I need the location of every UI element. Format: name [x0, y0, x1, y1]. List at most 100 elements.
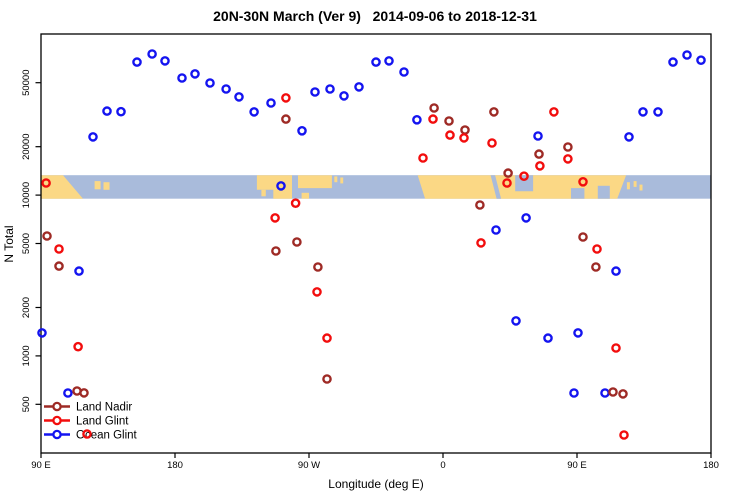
land-polygon	[301, 192, 309, 199]
data-point-ocean-glint	[339, 91, 349, 101]
legend-label: Land Nadir	[76, 402, 132, 414]
data-point-ocean-glint	[63, 388, 73, 398]
data-point-ocean-glint	[521, 213, 531, 223]
x-axis-title: Longitude (deg E)	[328, 477, 423, 491]
data-point-ocean-glint	[491, 225, 501, 235]
data-point-land-glint	[445, 130, 455, 140]
data-point-ocean-glint	[205, 78, 215, 88]
data-point-land-glint	[290, 198, 301, 208]
data-point-ocean-glint	[354, 82, 364, 92]
land-polygon	[340, 177, 344, 184]
data-points	[37, 49, 706, 440]
legend-label: Land Glint	[76, 416, 129, 428]
data-point-ocean-glint	[696, 55, 706, 66]
data-point-land-glint	[549, 107, 559, 117]
data-point-land-glint	[270, 213, 280, 223]
data-point-ocean-glint	[573, 328, 583, 338]
data-point-ocean-glint	[653, 107, 663, 117]
data-point-land-nadir	[608, 387, 618, 397]
data-point-land-glint	[312, 287, 322, 297]
data-point-ocean-glint	[266, 98, 276, 108]
data-point-land-nadir	[460, 125, 470, 135]
data-point-ocean-glint	[611, 266, 621, 276]
data-point-ocean-glint	[668, 57, 678, 67]
data-point-ocean-glint	[638, 107, 648, 117]
y-axis-title: N Total	[2, 225, 16, 262]
data-point-ocean-glint	[177, 73, 187, 83]
legend-item-land-nadir: Land Nadir	[44, 402, 132, 414]
data-point-ocean-glint	[600, 388, 610, 398]
data-point-land-glint	[535, 161, 545, 171]
data-point-ocean-glint	[412, 115, 422, 125]
data-point-ocean-glint	[190, 69, 200, 79]
land-polygon	[626, 182, 630, 190]
ocean-polygon	[490, 175, 502, 199]
data-point-land-nadir	[429, 103, 439, 113]
data-point-ocean-glint	[102, 106, 112, 116]
y-tick-label: 50000	[21, 69, 32, 95]
legend-marker-icon	[52, 429, 62, 440]
y-tick-label: 500	[21, 396, 32, 412]
data-point-ocean-glint	[310, 87, 320, 97]
ocean-polygon	[597, 185, 610, 199]
data-point-ocean-glint	[511, 316, 521, 326]
data-point-land-nadir	[534, 149, 544, 159]
land-polygon	[94, 181, 101, 190]
legend-marker-icon	[52, 401, 62, 412]
data-point-land-glint	[519, 171, 529, 181]
legend-item-ocean-glint: Ocean Glint	[44, 430, 138, 442]
data-point-ocean-glint	[160, 56, 170, 66]
data-point-land-glint	[592, 244, 602, 254]
data-point-ocean-glint	[569, 388, 579, 398]
data-point-land-glint	[54, 244, 64, 254]
land-polygon	[261, 189, 266, 197]
data-point-land-nadir	[591, 262, 601, 272]
data-point-land-nadir	[489, 107, 499, 117]
data-point-ocean-glint	[533, 131, 543, 141]
data-point-land-glint	[476, 238, 486, 248]
data-point-land-glint	[502, 178, 512, 188]
data-point-land-nadir	[79, 388, 89, 398]
x-tick-label: 180	[703, 460, 719, 471]
data-point-land-nadir	[292, 237, 302, 247]
data-point-ocean-glint	[234, 92, 244, 102]
data-point-ocean-glint	[297, 126, 307, 136]
data-point-ocean-glint	[399, 67, 409, 77]
data-point-ocean-glint	[543, 333, 553, 343]
y-tick-label: 10000	[21, 182, 32, 208]
data-point-land-glint	[619, 430, 629, 440]
data-point-land-nadir	[54, 261, 64, 271]
data-point-land-nadir	[578, 232, 588, 242]
data-point-land-glint	[578, 176, 588, 187]
data-point-land-nadir	[281, 114, 291, 124]
axis-ticks: 90 E 180 90 W 0 90 E 180 500 1000 2000 5000 10000 2…	[21, 69, 719, 471]
data-point-land-nadir	[322, 374, 332, 384]
data-point-land-glint	[322, 333, 332, 343]
y-tick-label: 20000	[21, 133, 32, 159]
data-point-ocean-glint	[371, 57, 381, 67]
data-point-ocean-glint	[249, 107, 259, 117]
land-polygon	[298, 175, 332, 189]
data-point-land-nadir	[475, 200, 485, 210]
data-point-ocean-glint	[147, 49, 157, 59]
data-point-ocean-glint	[325, 84, 335, 94]
data-point-land-glint	[428, 114, 438, 124]
data-point-land-nadir	[618, 389, 628, 399]
data-point-ocean-glint	[116, 106, 126, 117]
data-point-ocean-glint	[221, 84, 231, 94]
ocean-polygon	[571, 188, 585, 199]
data-point-land-glint	[611, 343, 621, 353]
data-point-land-nadir	[444, 116, 454, 126]
data-point-land-glint	[563, 154, 573, 164]
data-point-ocean-glint	[276, 181, 286, 191]
legend-item-land-glint: Land Glint	[44, 416, 129, 428]
data-point-ocean-glint	[682, 50, 692, 60]
land-polygon	[256, 175, 292, 199]
land-polygon	[41, 175, 83, 199]
data-point-ocean-glint	[88, 132, 98, 142]
y-tick-label: 1000	[21, 345, 32, 366]
legend: Land Nadir Land Glint Ocean Glint	[44, 402, 138, 442]
data-point-land-glint	[281, 93, 291, 103]
